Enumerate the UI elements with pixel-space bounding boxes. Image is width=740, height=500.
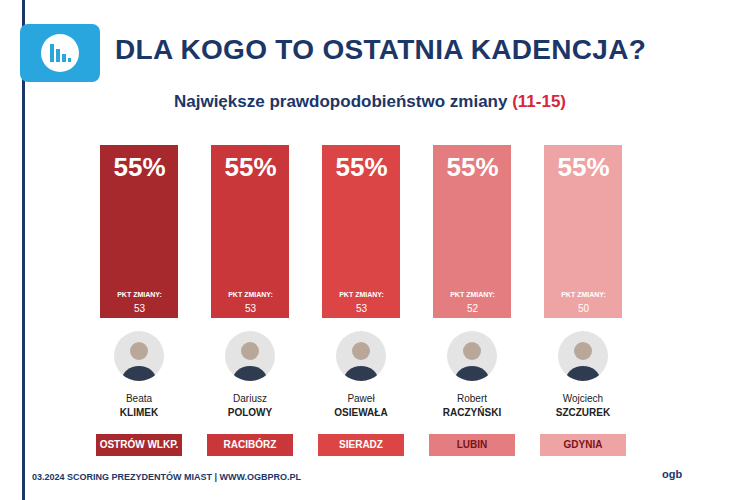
svg-text:50: 50 [578,303,590,314]
svg-text:55%: 55% [446,152,498,182]
svg-text:53: 53 [245,303,257,314]
html-text:DLA KOGO TO OSTATNIA KADENCJA?: DLA KOGO TO OSTATNIA KADENCJA? [115,34,647,65]
svg-text:PKT ZMIANY:: PKT ZMIANY: [561,291,606,298]
html-text:POLOWY: POLOWY [227,407,273,418]
html-text:Wojciech: Wojciech [562,393,604,404]
html-text:RACIBÓRZ: RACIBÓRZ [223,439,277,450]
svg-text:PKT ZMIANY:: PKT ZMIANY: [117,291,162,298]
html-text:GDYNIA: GDYNIA [563,439,603,450]
svg-text:52: 52 [467,303,479,314]
svg-text:55%: 55% [113,152,165,182]
html-text:Największe prawdopodobieństwo: Największe prawdopodobieństwo zmiany (11… [174,92,566,111]
html-text:Beata: Beata [125,393,153,404]
html-text:OSTRÓW WLKP.: OSTRÓW WLKP. [99,439,179,450]
html-text:LUBIN: LUBIN [456,439,488,450]
html-text:Robert: Robert [457,393,487,404]
svg-text:PKT ZMIANY:: PKT ZMIANY: [339,291,384,298]
svg-text:53: 53 [134,303,146,314]
html-text:KLIMEK: KLIMEK [119,407,159,418]
svg-text:55%: 55% [224,152,276,182]
svg-text:PKT ZMIANY:: PKT ZMIANY: [450,291,495,298]
svg-text:PKT ZMIANY:: PKT ZMIANY: [228,291,273,298]
html-text:SIERADZ: SIERADZ [339,439,383,450]
svg-text:55%: 55% [557,152,609,182]
svg-text:55%: 55% [335,152,387,182]
html-text:Dariusz: Dariusz [233,393,267,404]
html-text:RACZYŃSKI: RACZYŃSKI [442,407,502,418]
html-text:OSIEWAŁA: OSIEWAŁA [334,407,388,418]
html-text:03.2024 SCORING PREZYDENTÓW MI: 03.2024 SCORING PREZYDENTÓW MIAST | WWW.… [32,472,301,482]
html-text:SZCZUREK: SZCZUREK [555,407,611,418]
html-text:ogb: ogb [662,468,683,480]
html-text:Paweł: Paweł [347,393,375,404]
svg-text:53: 53 [356,303,368,314]
